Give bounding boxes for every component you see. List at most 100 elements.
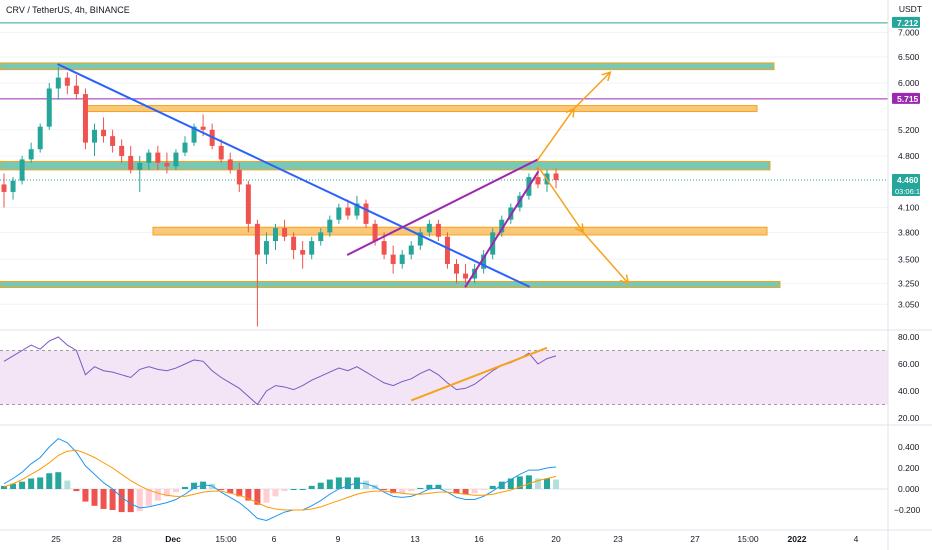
macd-histogram-bar — [227, 489, 234, 494]
bullish-path-line[interactable] — [573, 71, 612, 110]
price-tick-label: 3.250 — [898, 279, 920, 289]
candle-body — [291, 236, 297, 251]
macd-histogram-bar — [290, 489, 297, 490]
bearish-path-line[interactable] — [582, 231, 630, 285]
macd-histogram-bar — [426, 484, 433, 489]
candle-body — [408, 245, 414, 255]
time-tick-label: Dec — [165, 534, 181, 544]
macd-histogram-bar — [118, 489, 125, 513]
candle-body — [92, 129, 97, 143]
bearish-path-line[interactable] — [537, 165, 584, 234]
candle-body — [444, 236, 450, 264]
rsi-axis: 20.00 40.00 60.00 80.00 — [898, 332, 920, 423]
price-tick-label: 3.800 — [898, 227, 920, 237]
time-tick-label: 27 — [690, 534, 700, 544]
candle-body — [200, 126, 206, 130]
candle-body — [481, 254, 487, 269]
candle-body — [499, 219, 505, 233]
candle-body — [426, 223, 432, 233]
candle-body — [318, 232, 324, 242]
time-tick-label: 13 — [410, 534, 420, 544]
wedge-upper-line[interactable] — [346, 158, 539, 256]
candle-body — [155, 152, 161, 163]
macd-histogram-bar — [444, 489, 451, 490]
macd-histogram-bar — [263, 489, 270, 503]
descending-trendline[interactable] — [57, 63, 530, 288]
horizontal-price-lines[interactable] — [0, 22, 888, 181]
macd-axis: −0.200 0.000 0.200 0.400 — [894, 442, 921, 515]
price-tag[interactable] — [892, 92, 920, 104]
macd-pane — [0, 438, 888, 522]
rsi-tick-label: 20.00 — [898, 413, 920, 423]
macd-histogram-bar — [317, 482, 324, 489]
candle-body — [82, 94, 88, 143]
rsi-trendline[interactable] — [410, 346, 548, 402]
macd-histogram-bar — [64, 480, 71, 489]
macd-histogram-bar — [55, 472, 62, 489]
macd-histogram-bar — [525, 475, 532, 489]
teal-zone[interactable] — [0, 62, 775, 71]
macd-histogram-bar — [182, 486, 188, 489]
macd-histogram-bar — [245, 489, 252, 501]
teal-zone[interactable] — [0, 160, 771, 171]
candle-body — [354, 203, 360, 216]
macd-line — [3, 438, 557, 522]
macd-histogram-bar — [507, 478, 514, 489]
time-axis[interactable]: 25 28 Dec 15:00 6 9 13 16 20 23 27 15:00 2022 4 — [51, 534, 858, 544]
candle-body — [164, 162, 170, 167]
macd-tick-label: −0.200 — [894, 505, 921, 515]
candle-body — [245, 184, 251, 224]
bullish-path-line[interactable] — [537, 107, 575, 161]
price-tick-label: 3.500 — [898, 254, 920, 264]
candle-body — [345, 207, 351, 216]
candle-body — [10, 180, 16, 192]
candle-body — [182, 142, 188, 153]
candle-body — [64, 77, 70, 86]
macd-histogram-bar — [534, 478, 541, 489]
macd-tick-label: 0.000 — [898, 484, 920, 494]
teal-zone[interactable] — [0, 280, 781, 289]
macd-histogram-bar — [489, 485, 496, 489]
candle-body — [173, 152, 179, 167]
chart-title: CRV / TetherUS, 4h, BINANCE — [6, 5, 130, 15]
candle-body — [535, 177, 541, 185]
candle-body — [463, 273, 469, 279]
candle-body — [282, 228, 288, 237]
price-tag[interactable] — [892, 173, 920, 196]
candle-body — [390, 254, 396, 264]
macd-histogram-bar — [91, 489, 98, 506]
macd-histogram-bar — [100, 489, 107, 509]
candle-body — [55, 77, 61, 89]
orange-zone[interactable] — [152, 226, 768, 236]
candle-body — [363, 203, 369, 224]
macd-histogram-bar — [453, 489, 460, 494]
candle-countdown: 03:06:14 — [895, 187, 924, 196]
candle-body — [381, 241, 387, 255]
macd-histogram-bar — [326, 479, 333, 489]
time-tick-label: 15:00 — [737, 534, 759, 544]
bearish-arrow-head[interactable] — [619, 274, 630, 285]
price-tick-label: 7.000 — [898, 28, 920, 38]
macd-histogram-bar — [272, 489, 279, 497]
support-resistance-zones[interactable] — [0, 62, 781, 289]
rsi-tick-label: 40.00 — [898, 386, 920, 396]
macd-histogram-bar — [19, 481, 26, 489]
orange-zone[interactable] — [83, 105, 758, 113]
wedge-lower-line[interactable] — [464, 171, 539, 288]
macd-histogram-bar — [399, 489, 406, 494]
trend-drawings[interactable] — [57, 63, 630, 288]
candle-body — [128, 155, 134, 170]
price-axis[interactable]: 3.050 3.250 3.500 3.800 4.100 4.800 5.200 6.000… — [892, 16, 924, 309]
candle-body — [110, 136, 116, 146]
candle-body — [372, 223, 378, 242]
macd-histogram-bar — [363, 480, 369, 489]
macd-histogram-bar — [553, 479, 560, 489]
rsi-tick-label: 80.00 — [898, 332, 920, 342]
bullish-arrow-head[interactable] — [601, 71, 612, 82]
rsi-band — [0, 350, 888, 405]
price-tag[interactable] — [892, 16, 920, 28]
macd-histogram-bar — [390, 489, 397, 494]
time-tick-label: 6 — [272, 534, 277, 544]
time-tick-label: 4 — [854, 534, 859, 544]
